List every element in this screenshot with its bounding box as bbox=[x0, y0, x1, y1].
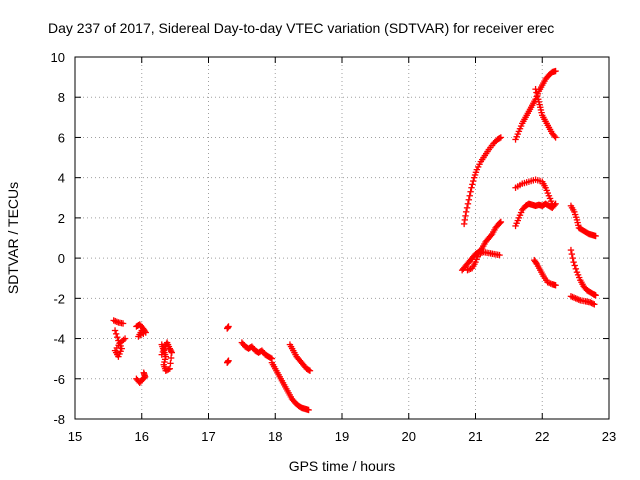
data-point-marker bbox=[569, 254, 576, 262]
data-point-marker bbox=[552, 200, 559, 208]
x-tick-label: 20 bbox=[402, 429, 416, 444]
data-point-marker bbox=[589, 300, 597, 307]
data-point-marker bbox=[496, 134, 503, 142]
data-point-marker bbox=[532, 85, 539, 93]
x-tick-label: 16 bbox=[135, 429, 149, 444]
data-point-marker bbox=[464, 200, 472, 208]
data-point-marker bbox=[532, 259, 540, 267]
data-point-marker bbox=[112, 330, 120, 338]
data-point-marker bbox=[496, 251, 503, 259]
y-tick-label: -4 bbox=[53, 332, 65, 347]
data-point-marker bbox=[158, 351, 165, 358]
grid-lines bbox=[75, 57, 609, 419]
data-point-marker bbox=[305, 406, 312, 414]
data-point-marker bbox=[462, 208, 470, 216]
data-point-marker bbox=[166, 365, 173, 372]
y-tick-label: 10 bbox=[51, 50, 65, 65]
data-point-marker bbox=[533, 89, 540, 96]
data-point-marker bbox=[111, 327, 119, 334]
data-point-marker bbox=[167, 346, 174, 354]
data-point-marker bbox=[119, 320, 127, 327]
data-point-marker bbox=[305, 366, 313, 374]
data-point-marker bbox=[592, 292, 599, 299]
y-axis-label: SDTVAR / TECUs bbox=[5, 182, 21, 294]
x-tick-label: 17 bbox=[201, 429, 215, 444]
data-point-marker bbox=[466, 192, 473, 199]
data-point-marker bbox=[552, 67, 559, 75]
data-point-marker bbox=[534, 92, 541, 100]
data-point-marker bbox=[496, 220, 503, 227]
data-point-marker bbox=[167, 360, 174, 367]
x-tick-label: 23 bbox=[602, 429, 616, 444]
chart-title: Day 237 of 2017, Sidereal Day-to-day VTE… bbox=[48, 20, 554, 36]
x-tick-label: 15 bbox=[68, 429, 82, 444]
data-point-marker bbox=[140, 369, 147, 376]
data-point-marker bbox=[462, 212, 469, 220]
data-point-marker bbox=[487, 232, 495, 239]
data-point-marker bbox=[570, 258, 577, 266]
y-tick-label: 4 bbox=[58, 171, 65, 186]
data-point-marker bbox=[114, 334, 121, 341]
y-tick-label: -8 bbox=[53, 412, 65, 427]
data-point-marker bbox=[121, 335, 129, 342]
x-tick-label: 22 bbox=[535, 429, 549, 444]
data-point-marker bbox=[470, 177, 477, 185]
data-point-marker bbox=[469, 181, 476, 188]
data-point-marker bbox=[463, 204, 471, 212]
data-point-marker bbox=[567, 246, 575, 254]
axis-ticks bbox=[74, 56, 610, 420]
data-point-marker bbox=[468, 184, 475, 191]
y-tick-label: 2 bbox=[58, 211, 65, 226]
x-tick-label: 18 bbox=[268, 429, 282, 444]
data-point-marker bbox=[225, 323, 232, 330]
data-point-marker bbox=[551, 201, 558, 209]
y-tick-label: -2 bbox=[53, 291, 65, 306]
data-point-marker bbox=[592, 232, 599, 240]
data-point-marker bbox=[461, 216, 469, 224]
data-point-marker bbox=[467, 188, 474, 195]
data-point-marker bbox=[568, 250, 576, 258]
data-points bbox=[110, 67, 599, 414]
y-tick-label: 6 bbox=[58, 130, 65, 145]
data-point-marker bbox=[460, 220, 468, 228]
data-point-marker bbox=[306, 367, 314, 374]
data-point-marker bbox=[225, 357, 232, 364]
y-tick-label: -6 bbox=[53, 372, 65, 387]
x-axis-label: GPS time / hours bbox=[289, 458, 396, 474]
data-point-marker bbox=[496, 219, 504, 226]
data-point-marker bbox=[572, 265, 580, 273]
data-point-marker bbox=[591, 301, 598, 308]
y-tick-label: 8 bbox=[58, 90, 65, 105]
data-point-marker bbox=[497, 134, 505, 141]
data-point-marker bbox=[551, 132, 558, 140]
data-point-marker bbox=[571, 262, 578, 269]
data-point-marker bbox=[497, 218, 505, 226]
tick-labels: 15 16 17 18 19 20 21 22 23 -8 -6 -4 -2 0 2 4 6 8 10 bbox=[51, 50, 617, 444]
data-point-marker bbox=[165, 366, 172, 373]
y-tick-label: 0 bbox=[58, 251, 65, 266]
data-point-marker bbox=[552, 282, 559, 289]
x-tick-label: 19 bbox=[335, 429, 349, 444]
data-point-marker bbox=[162, 342, 169, 349]
data-point-marker bbox=[465, 196, 473, 203]
data-point-marker bbox=[267, 354, 274, 362]
data-point-marker bbox=[552, 134, 559, 141]
data-point-marker bbox=[167, 354, 175, 362]
x-tick-label: 21 bbox=[468, 429, 482, 444]
data-point-marker bbox=[113, 318, 121, 325]
data-point-marker bbox=[138, 327, 145, 334]
